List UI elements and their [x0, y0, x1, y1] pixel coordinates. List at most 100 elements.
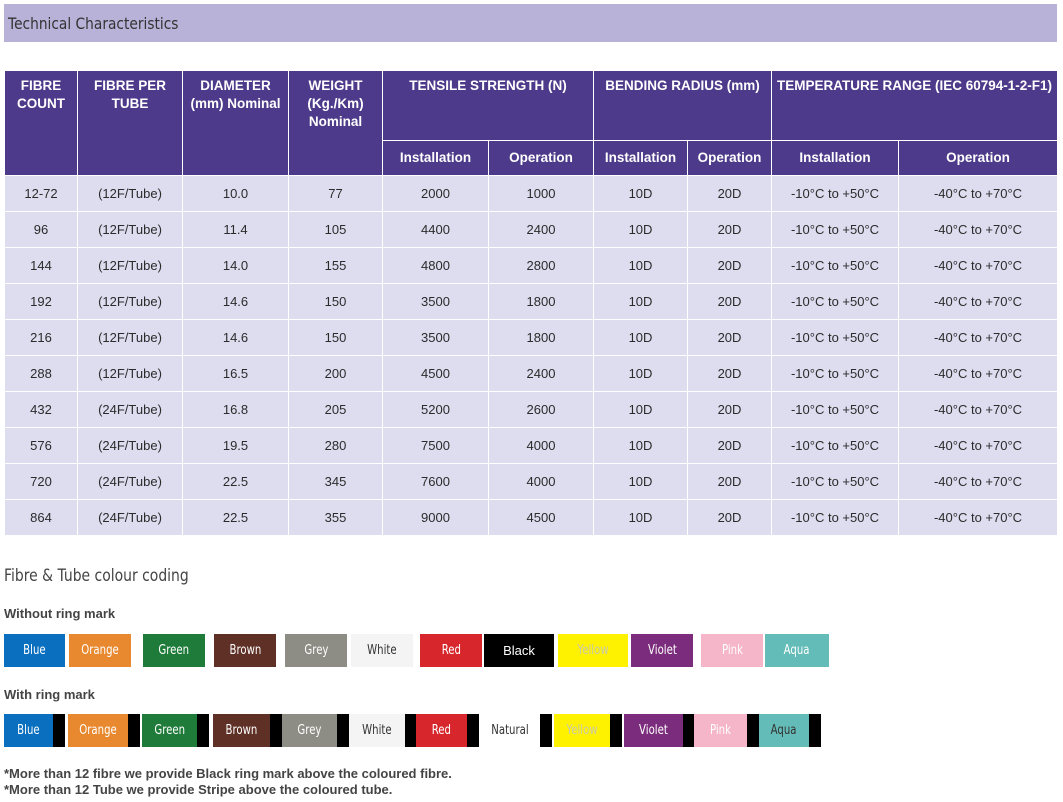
cell-fibre-per-tube: (12F/Tube) — [77, 175, 183, 212]
cell-temperature-installation: -10°C to +50°C — [771, 427, 900, 464]
cell-tensile-installation: 4500 — [382, 355, 489, 392]
cell-bending-installation: 10D — [593, 247, 688, 284]
swatch-label: Grey — [303, 643, 329, 658]
cell-fibre-per-tube: (24F/Tube) — [77, 463, 183, 500]
cell-fibre-per-tube: (12F/Tube) — [77, 319, 183, 356]
table-row: 288 (12F/Tube) 16.5 200 4500 2400 10D 20D -10°C … — [4, 355, 1059, 392]
swatch-label: Green — [158, 643, 190, 658]
cell-bending-operation: 20D — [686, 355, 773, 392]
ring-mark — [270, 714, 282, 747]
cell-fibre-count: 216 — [4, 319, 78, 356]
cell-diameter: 10.0 — [182, 175, 289, 212]
ring-mark — [197, 714, 209, 747]
cell-diameter: 14.6 — [182, 283, 289, 320]
swatch-ring-pink: Pink — [694, 714, 747, 747]
cell-temperature-installation: -10°C to +50°C — [771, 463, 900, 500]
swatch-black: Black — [484, 634, 554, 667]
cell-bending-operation: 20D — [686, 319, 773, 356]
cell-temperature-operation: -40°C to +70°C — [898, 319, 1059, 356]
cell-temperature-operation: -40°C to +70°C — [898, 283, 1059, 320]
swatch-violet: Violet — [631, 634, 693, 667]
cell-bending-installation: 10D — [593, 319, 688, 356]
cell-diameter: 22.5 — [182, 499, 289, 536]
ring-mark — [683, 714, 695, 747]
cell-bending-operation: 20D — [686, 211, 773, 248]
ring-mark — [405, 714, 417, 747]
swatch-label: White — [367, 643, 397, 658]
swatch-grey: Grey — [285, 634, 347, 667]
swatch-label: Violet — [647, 643, 677, 658]
cell-fibre-per-tube: (12F/Tube) — [77, 211, 183, 248]
cell-bending-installation: 10D — [593, 283, 688, 320]
cell-tensile-installation: 3500 — [382, 319, 489, 356]
subheader-temperature-installation: Installation — [771, 140, 900, 176]
cell-weight: 77 — [288, 175, 383, 212]
swatch-label: Aqua — [771, 723, 797, 738]
swatch-label: Red — [441, 643, 461, 658]
cell-bending-installation: 10D — [593, 391, 688, 428]
header-bending-radius: BENDING RADIUS (mm) — [592, 70, 773, 141]
cell-fibre-count: 432 — [4, 391, 78, 428]
table-row: 720 (24F/Tube) 22.5 345 7600 4000 10D 20D -10°C … — [4, 463, 1059, 500]
swatch-label: Blue — [17, 723, 40, 738]
cell-fibre-count: 864 — [4, 499, 78, 536]
swatch-ring-blue: Blue — [4, 714, 53, 747]
cell-weight: 105 — [288, 211, 383, 248]
ring-mark — [610, 714, 622, 747]
cell-diameter: 16.5 — [182, 355, 289, 392]
swatch-blue: Blue — [4, 634, 65, 667]
swatch-ring-red: Red — [416, 714, 467, 747]
cell-tensile-operation: 1800 — [488, 319, 594, 356]
section-header-technical-characteristics: Technical Characteristics — [4, 4, 1057, 42]
swatch-label: Aqua — [784, 643, 810, 658]
cell-diameter: 19.5 — [182, 427, 289, 464]
cell-bending-operation: 20D — [686, 463, 773, 500]
cell-tensile-operation: 1000 — [488, 175, 594, 212]
swatch-row-with-ring: Blue Orange Green Brown Grey White Red Natural Y… — [4, 714, 822, 747]
header-tensile-strength: TENSILE STRENGTH (N) — [382, 70, 594, 141]
cell-tensile-operation: 4000 — [488, 463, 594, 500]
swatch-label: Violet — [639, 723, 668, 738]
cell-bending-operation: 20D — [686, 499, 773, 536]
swatch-ring-natural: Natural — [480, 714, 540, 747]
header-weight: WEIGHT (Kg./Km) Nominal — [288, 70, 383, 176]
swatch-label: Black — [503, 643, 535, 658]
swatch-label: Green — [154, 723, 185, 738]
cell-fibre-count: 96 — [4, 211, 78, 248]
swatch-label: White — [362, 723, 392, 738]
cell-tensile-operation: 4500 — [488, 499, 594, 536]
cell-diameter: 11.4 — [182, 211, 289, 248]
swatch-label: Orange — [79, 723, 117, 738]
cell-tensile-operation: 2400 — [488, 211, 594, 248]
subheader-tensile-operation: Operation — [488, 140, 594, 176]
swatch-pink: Pink — [701, 634, 763, 667]
table-row: 96 (12F/Tube) 11.4 105 4400 2400 10D 20D -10°C t… — [4, 211, 1059, 248]
ring-mark — [747, 714, 759, 747]
cell-fibre-per-tube: (24F/Tube) — [77, 499, 183, 536]
cell-fibre-count: 288 — [4, 355, 78, 392]
swatch-yellow: Yellow — [558, 634, 628, 667]
colour-coding-title: Fibre & Tube colour coding — [4, 566, 189, 586]
swatch-label: Yellow — [566, 723, 598, 738]
swatch-label: Brown — [225, 723, 258, 738]
table-row: 144 (12F/Tube) 14.0 155 4800 2800 10D 20D -10°C … — [4, 247, 1059, 284]
swatch-label: Natural — [491, 723, 529, 738]
swatch-ring-aqua: Aqua — [759, 714, 809, 747]
swatch-ring-grey: Grey — [282, 714, 337, 747]
cell-bending-installation: 10D — [593, 355, 688, 392]
subheader-tensile-installation: Installation — [382, 140, 489, 176]
header-fibre-count: FIBRE COUNT — [4, 70, 78, 176]
swatch-ring-orange: Orange — [68, 714, 128, 747]
cell-weight: 280 — [288, 427, 383, 464]
ring-mark — [809, 714, 821, 747]
cell-temperature-operation: -40°C to +70°C — [898, 211, 1059, 248]
swatch-label: Brown — [229, 643, 261, 658]
cell-temperature-installation: -10°C to +50°C — [771, 247, 900, 284]
swatch-label: Blue — [23, 643, 46, 658]
swatch-ring-yellow: Yellow — [554, 714, 610, 747]
table-row: 576 (24F/Tube) 19.5 280 7500 4000 10D 20D -10°C … — [4, 427, 1059, 464]
table-row: 864 (24F/Tube) 22.5 355 9000 4500 10D 20D -10°C … — [4, 499, 1059, 536]
without-ring-mark-label: Without ring mark — [4, 606, 116, 621]
cell-fibre-per-tube: (24F/Tube) — [77, 391, 183, 428]
swatch-aqua: Aqua — [765, 634, 829, 667]
